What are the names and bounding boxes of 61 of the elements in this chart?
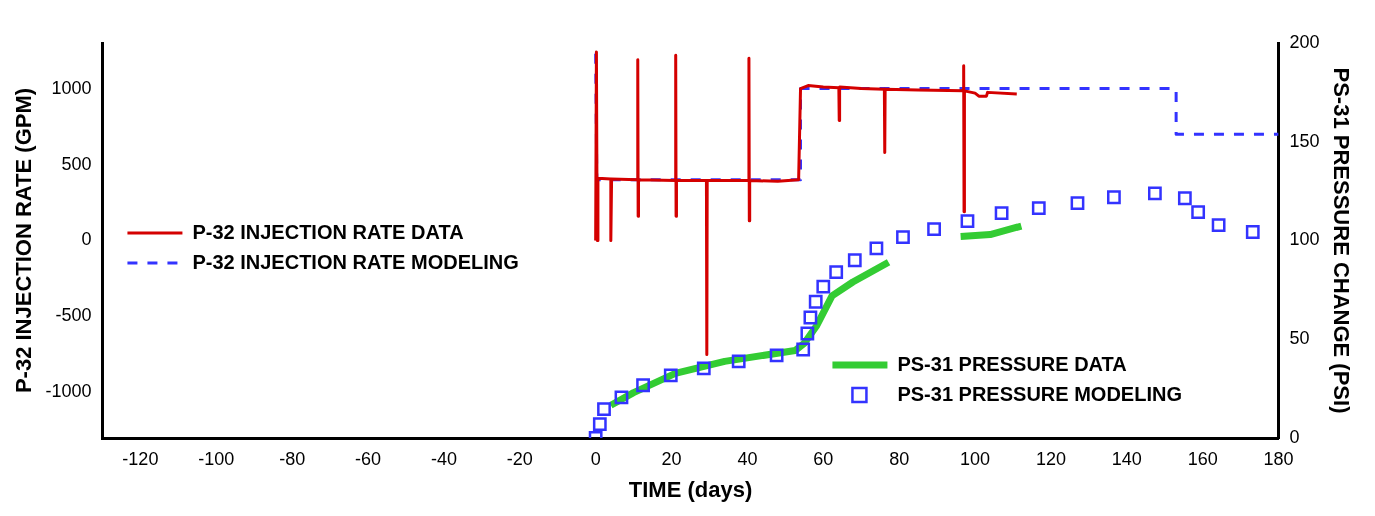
point bbox=[960, 214, 975, 229]
point bbox=[896, 230, 910, 245]
point bbox=[663, 368, 678, 383]
x-tick-label: -40 bbox=[430, 448, 457, 469]
y2-tick-label: 200 bbox=[1289, 31, 1320, 52]
x-axis-title: TIME (days) bbox=[628, 476, 753, 502]
x-tick-label: 120 bbox=[1035, 448, 1066, 469]
point bbox=[696, 361, 711, 376]
y-tick-label: 1000 bbox=[51, 77, 92, 98]
point bbox=[614, 390, 629, 405]
point bbox=[1070, 196, 1085, 211]
x-tick-label: 180 bbox=[1263, 448, 1294, 469]
y-tick-label: 500 bbox=[61, 153, 92, 174]
point bbox=[800, 326, 815, 341]
x-tick-label: -60 bbox=[355, 448, 382, 469]
point bbox=[816, 279, 831, 294]
x-tick-label: -80 bbox=[279, 448, 306, 469]
y2-axis-title: PS-31 PRESSURE CHANGE (PSI) bbox=[1328, 67, 1354, 414]
x-tick-label: 160 bbox=[1187, 448, 1218, 469]
legend-label: PS-31 PRESSURE MODELING bbox=[897, 382, 1182, 405]
point bbox=[829, 265, 844, 280]
legend-label: P-32 INJECTION RATE MODELING bbox=[192, 250, 519, 273]
point bbox=[1245, 225, 1260, 239]
y2-tick-label: 0 bbox=[1289, 426, 1300, 447]
point bbox=[796, 342, 811, 357]
legend-label: PS-31 PRESSURE DATA bbox=[897, 352, 1127, 375]
point bbox=[927, 222, 941, 236]
x-tick-label: 100 bbox=[960, 448, 991, 469]
point bbox=[1211, 218, 1226, 232]
y-tick-label: -1000 bbox=[45, 381, 92, 402]
point bbox=[1031, 201, 1046, 216]
point bbox=[1107, 190, 1121, 205]
point bbox=[1177, 191, 1192, 206]
y2-tick-label: 100 bbox=[1289, 229, 1320, 250]
point bbox=[803, 310, 818, 325]
x-tick-label: 0 bbox=[590, 448, 601, 469]
point bbox=[597, 402, 611, 417]
x-tick-label: 20 bbox=[661, 448, 682, 469]
point bbox=[769, 348, 784, 363]
point bbox=[808, 294, 823, 309]
point bbox=[592, 417, 607, 432]
y-tick-label: 0 bbox=[81, 229, 92, 250]
x-tick-label: -100 bbox=[198, 448, 235, 469]
x-tick-label: -20 bbox=[506, 448, 533, 469]
point bbox=[636, 378, 650, 393]
x-tick-label: 40 bbox=[737, 448, 758, 469]
point bbox=[994, 206, 1009, 220]
x-tick-label: 140 bbox=[1111, 448, 1142, 469]
y-axis-title: P-32 INJECTION RATE (GPM) bbox=[11, 87, 37, 394]
x-tick-label: -120 bbox=[122, 448, 159, 469]
x-tick-label: 60 bbox=[813, 448, 834, 469]
y2-tick-label: 150 bbox=[1289, 130, 1320, 151]
y-tick-label: -500 bbox=[55, 305, 92, 326]
legend-label: P-32 INJECTION RATE DATA bbox=[192, 220, 464, 243]
point bbox=[847, 253, 862, 268]
point bbox=[1147, 186, 1162, 201]
point bbox=[731, 354, 746, 369]
y2-tick-label: 50 bbox=[1289, 328, 1310, 349]
point bbox=[1191, 205, 1206, 219]
point bbox=[869, 241, 884, 256]
x-tick-label: 80 bbox=[889, 448, 910, 469]
